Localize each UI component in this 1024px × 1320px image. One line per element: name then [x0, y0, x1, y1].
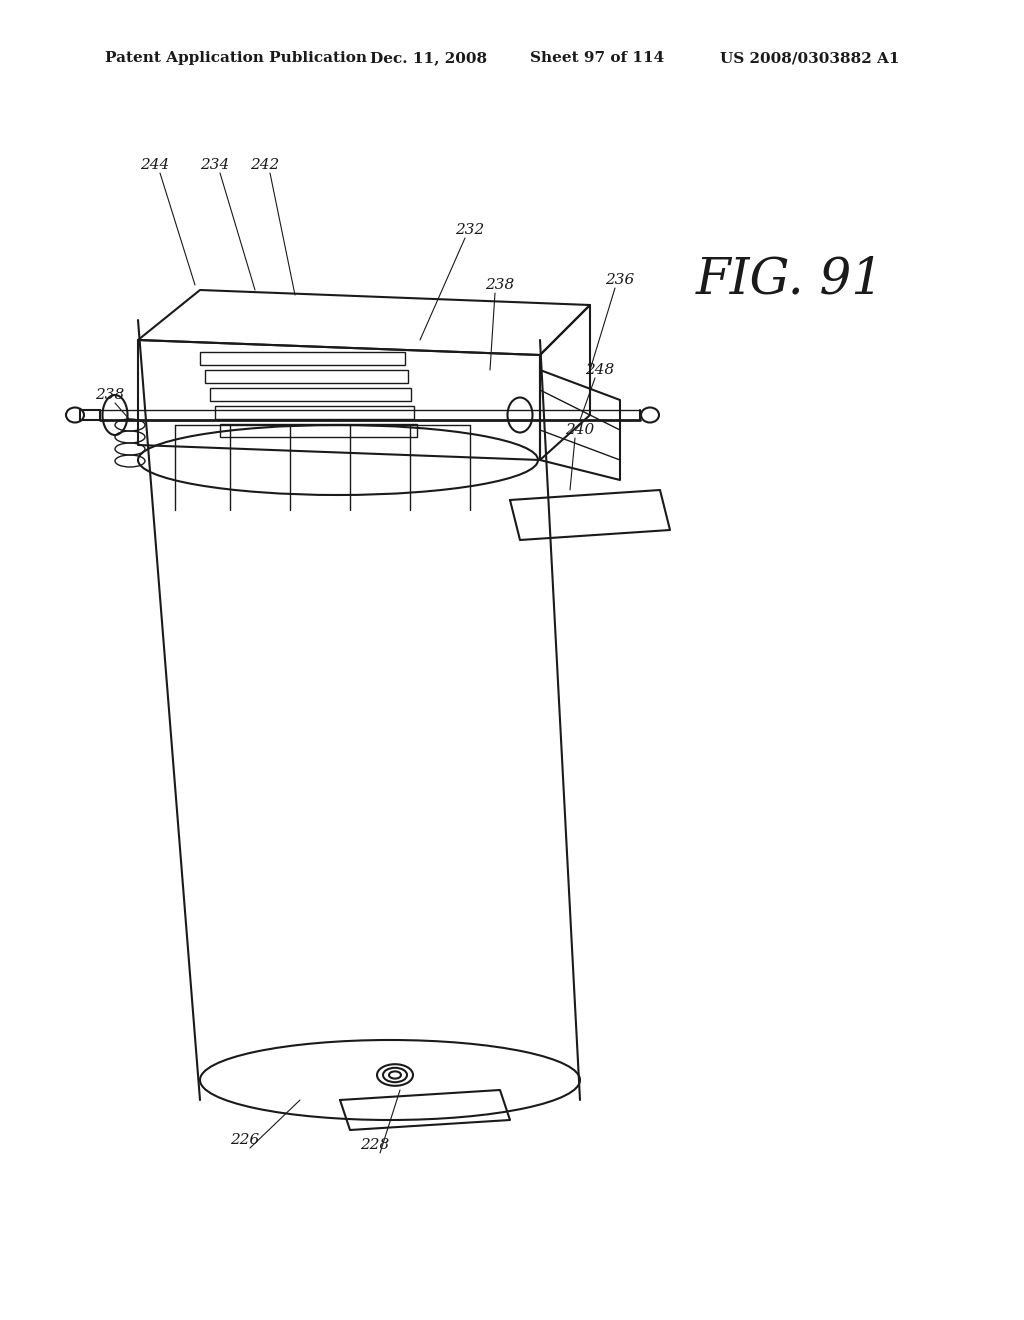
Text: 238: 238 [485, 279, 515, 292]
Text: 242: 242 [251, 158, 280, 172]
Text: 232: 232 [456, 223, 484, 238]
Text: US 2008/0303882 A1: US 2008/0303882 A1 [720, 51, 899, 65]
Text: 244: 244 [140, 158, 170, 172]
Text: 248: 248 [586, 363, 614, 378]
Text: Dec. 11, 2008: Dec. 11, 2008 [370, 51, 487, 65]
Text: Sheet 97 of 114: Sheet 97 of 114 [530, 51, 665, 65]
Text: 228: 228 [360, 1138, 389, 1152]
Text: 240: 240 [565, 422, 595, 437]
Text: Patent Application Publication: Patent Application Publication [105, 51, 367, 65]
Text: 238: 238 [95, 388, 125, 403]
Text: 236: 236 [605, 273, 635, 286]
Text: FIG. 91: FIG. 91 [696, 255, 884, 305]
Text: 234: 234 [201, 158, 229, 172]
Text: 226: 226 [230, 1133, 260, 1147]
